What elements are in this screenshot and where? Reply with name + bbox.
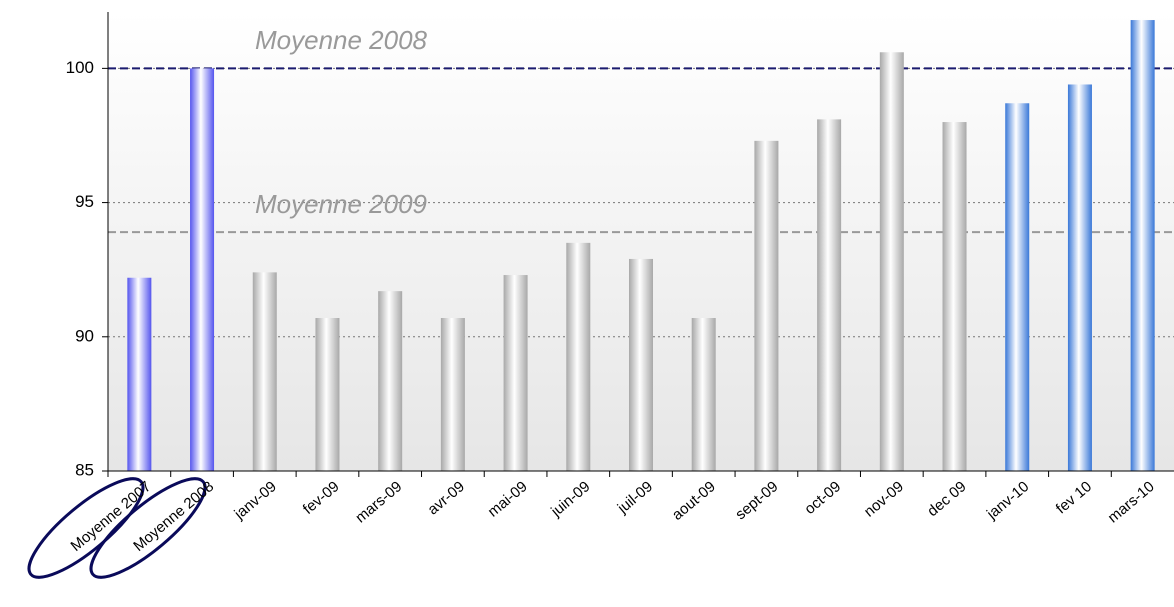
bar (879, 52, 904, 472)
bar (252, 272, 277, 471)
x-tick-label: nov-09 (861, 478, 907, 521)
x-tick-label: mai-09 (485, 478, 531, 521)
bar (1005, 103, 1030, 472)
bar (503, 275, 528, 471)
bar (190, 68, 215, 472)
x-tick-label: fev-09 (300, 478, 343, 518)
bar (691, 318, 716, 471)
bar (942, 122, 967, 471)
y-tick-label: 85 (75, 460, 94, 479)
bar (1130, 20, 1155, 471)
x-tick-label: sept-09 (732, 478, 781, 523)
bar (566, 242, 591, 471)
x-tick-label: oct-09 (801, 478, 844, 518)
x-tick-label: juil-09 (614, 478, 656, 517)
bar (315, 318, 340, 471)
reference-label: Moyenne 2008 (255, 25, 428, 55)
y-tick-label: 100 (66, 58, 94, 77)
x-tick-label: dec 09 (924, 478, 969, 520)
bar (754, 140, 779, 471)
x-tick-label: avr-09 (424, 478, 468, 518)
x-tick-label: mars-09 (352, 478, 405, 526)
x-tick-label: mars-10 (1105, 478, 1158, 526)
bar (440, 318, 465, 471)
bar (127, 277, 152, 471)
x-tick-label: aout-09 (669, 478, 719, 524)
bar (817, 119, 842, 472)
x-tick-label: juin-09 (547, 478, 593, 521)
bar (378, 291, 403, 471)
highlight-ellipse (89, 477, 207, 579)
bar (629, 258, 653, 471)
x-tick-label: janv-10 (983, 478, 1032, 523)
reference-label: Moyenne 2009 (255, 189, 427, 219)
bar (1067, 84, 1092, 471)
y-tick-label: 95 (75, 192, 94, 211)
y-tick-label: 90 (75, 326, 94, 345)
x-tick-label: janv-09 (231, 478, 280, 523)
x-tick-label: fev 10 (1053, 478, 1095, 517)
